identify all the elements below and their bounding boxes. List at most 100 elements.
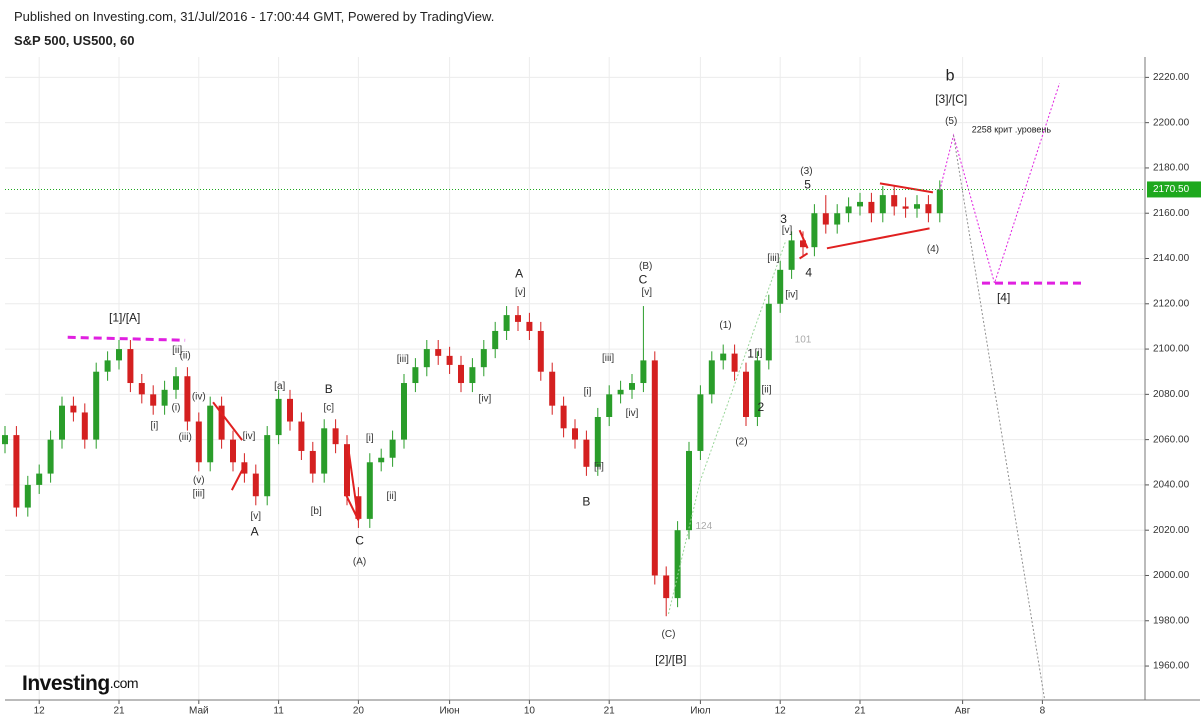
wave-label: [iii] <box>193 489 205 500</box>
candle-body <box>355 496 362 519</box>
published-info: Published on Investing.com, 31/Jul/2016 … <box>14 9 495 24</box>
logo-name: Investing <box>22 672 110 695</box>
candle-body <box>914 204 920 209</box>
candle-body <box>275 398 282 436</box>
candle-body <box>423 349 430 368</box>
wave-label: C <box>355 534 364 548</box>
wave-label: [iv] <box>479 394 492 405</box>
candle-body <box>663 575 670 599</box>
y-tick-label: 2080.00 <box>1153 389 1190 400</box>
wave-label: [2]/[B] <box>655 652 686 666</box>
candle-body <box>321 428 328 474</box>
y-tick-label: 2160.00 <box>1153 208 1190 219</box>
wave-label: [iii] <box>397 354 409 365</box>
candle-body <box>765 303 772 361</box>
candle-body <box>594 416 601 467</box>
y-tick-label: 2200.00 <box>1153 117 1190 128</box>
candle-body <box>925 204 932 214</box>
wave-label: [iii] <box>767 253 779 264</box>
candle-body <box>777 269 784 304</box>
candle-body <box>629 383 635 390</box>
candle-body <box>936 189 943 214</box>
wave-label: A <box>515 267 523 281</box>
x-tick-label: 20 <box>353 706 365 717</box>
wave-label: [i] <box>755 348 763 359</box>
drawing-line <box>347 446 360 521</box>
candle-body <box>36 473 43 485</box>
x-tick-label: 21 <box>113 706 125 717</box>
last-price-box <box>1147 181 1201 198</box>
drawing-line <box>667 240 787 615</box>
candle-body <box>13 435 20 508</box>
x-tick-label: Май <box>189 706 209 717</box>
wave-label: B <box>582 494 590 508</box>
wave-label: [1]/[A] <box>109 310 140 324</box>
wave-label: 3 <box>780 212 787 226</box>
candle-body <box>207 405 214 463</box>
wave-label: [3]/[C] <box>935 92 967 106</box>
candle-body <box>743 371 749 417</box>
candle-body <box>845 206 852 214</box>
drawing-line <box>343 491 360 521</box>
wave-label: (iii) <box>178 432 191 443</box>
candle-body <box>70 405 77 413</box>
y-tick-label: 2020.00 <box>1153 525 1190 536</box>
candle-body <box>230 439 236 463</box>
wave-label: [iii] <box>602 353 614 364</box>
wave-label: (3) <box>800 166 812 177</box>
candle-body <box>788 240 795 270</box>
candle-body <box>332 428 339 445</box>
drawing-line <box>879 182 934 194</box>
wave-label: [iv] <box>785 289 798 300</box>
y-tick-label: 2060.00 <box>1153 434 1190 445</box>
candle-body <box>184 376 191 422</box>
wave-label: [i] <box>584 387 592 398</box>
wave-label: (2) <box>735 437 747 448</box>
candle-body <box>344 444 350 497</box>
candle-body <box>161 389 168 406</box>
wave-label: b <box>946 68 955 85</box>
candle-body <box>378 457 385 463</box>
wave-label: [v] <box>515 287 526 298</box>
candle-body <box>800 240 806 248</box>
candle-body <box>173 376 179 390</box>
x-tick-label: 21 <box>854 706 866 717</box>
candle-body <box>138 383 145 395</box>
y-tick-label: 2220.00 <box>1153 72 1190 83</box>
candle-body <box>469 367 476 384</box>
candle-body <box>720 353 727 361</box>
wave-label: [4] <box>997 291 1010 305</box>
logo: Investing.com <box>22 672 138 695</box>
drawing-line <box>67 335 186 342</box>
candle-body <box>549 371 556 406</box>
candle-body <box>264 435 271 497</box>
candle-body <box>708 360 715 395</box>
wave-label: A <box>251 525 259 539</box>
y-tick-label: 1960.00 <box>1153 661 1190 672</box>
candle-body <box>389 439 396 458</box>
candle-body <box>412 367 419 384</box>
y-tick-label: 2100.00 <box>1153 344 1190 355</box>
wave-label: [i] <box>366 433 374 444</box>
y-tick-label: 2120.00 <box>1153 298 1190 309</box>
candle-body <box>606 394 613 417</box>
candle-body <box>116 349 122 361</box>
wave-label: C <box>639 272 648 286</box>
candle-body <box>537 330 544 372</box>
drawing-line <box>230 469 244 491</box>
wave-label: B <box>325 382 333 396</box>
wave-label: [a] <box>274 381 285 392</box>
logo-suffix: .com <box>110 675 138 691</box>
x-tick-label: 10 <box>524 706 536 717</box>
x-tick-label: 12 <box>775 706 787 717</box>
x-tick-label: 8 <box>1040 706 1046 717</box>
candle-body <box>366 462 373 519</box>
candle-body <box>252 473 259 497</box>
wave-label: [i] <box>150 421 158 432</box>
candle-body <box>879 195 886 214</box>
wave-label: 124 <box>695 521 712 532</box>
candle-body <box>446 355 453 365</box>
candle-body <box>515 315 521 322</box>
wave-label: (B) <box>639 261 652 272</box>
wave-label: [iv] <box>243 431 256 442</box>
